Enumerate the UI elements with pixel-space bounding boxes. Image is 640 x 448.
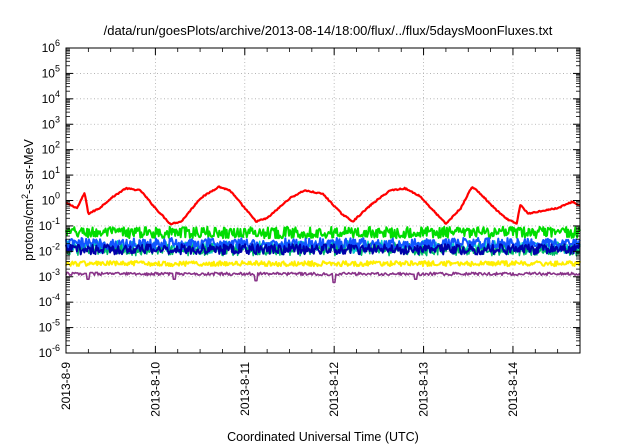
series-line-2 [65, 225, 581, 240]
x-tick-label: 2013-8-14 [506, 362, 520, 417]
x-tick-label: 2013-8-11 [238, 362, 252, 416]
y-tick-label: 104 [42, 89, 60, 106]
y-tick-label: 106 [42, 38, 60, 55]
y-axis-label: protons/cm2-s-sr-MeV [20, 138, 36, 260]
y-tick-label: 10-1 [39, 216, 60, 233]
y-axis-label-main: protons/cm [22, 199, 36, 261]
y-tick-label: 101 [42, 165, 60, 182]
chart-title: /data/run/goesPlots/archive/2013-08-14/1… [104, 23, 553, 38]
x-axis: 2013-8-9 2013-8-10 2013-8-11 2013-8-12 2013-… [59, 48, 559, 417]
y-axis-label-sup: 2 [20, 194, 30, 199]
y-tick-label: 10-4 [39, 292, 60, 309]
y-axis-label-rest: -s-sr-MeV [22, 138, 36, 194]
series-lines [65, 185, 581, 284]
series-line-1 [65, 185, 581, 226]
x-axis-label: Coordinated Universal Time (UTC) [227, 430, 419, 444]
y-tick-label: 10-3 [39, 267, 60, 284]
y-tick-label: 102 [42, 140, 60, 157]
gridlines [66, 48, 580, 353]
y-tick-label: 103 [42, 114, 60, 131]
series-line-6 [65, 243, 581, 256]
x-tick-label: 2013-8-9 [59, 362, 73, 410]
y-tick-label: 105 [42, 63, 60, 80]
y-tick-label: 10-5 [39, 318, 60, 335]
y-axis: 10-6 10-5 10-4 10-3 10-2 10-1 100 101 102 103 104 1… [39, 38, 580, 360]
y-tick-label: 10-2 [39, 241, 60, 258]
series-line-8 [65, 271, 581, 284]
y-tick-label: 100 [42, 191, 60, 208]
x-tick-label: 2013-8-12 [327, 362, 341, 417]
x-tick-label: 2013-8-13 [417, 362, 431, 417]
x-tick-label: 2013-8-10 [148, 362, 162, 417]
y-tick-label: 10-6 [39, 343, 60, 360]
series-line-7 [65, 260, 581, 268]
